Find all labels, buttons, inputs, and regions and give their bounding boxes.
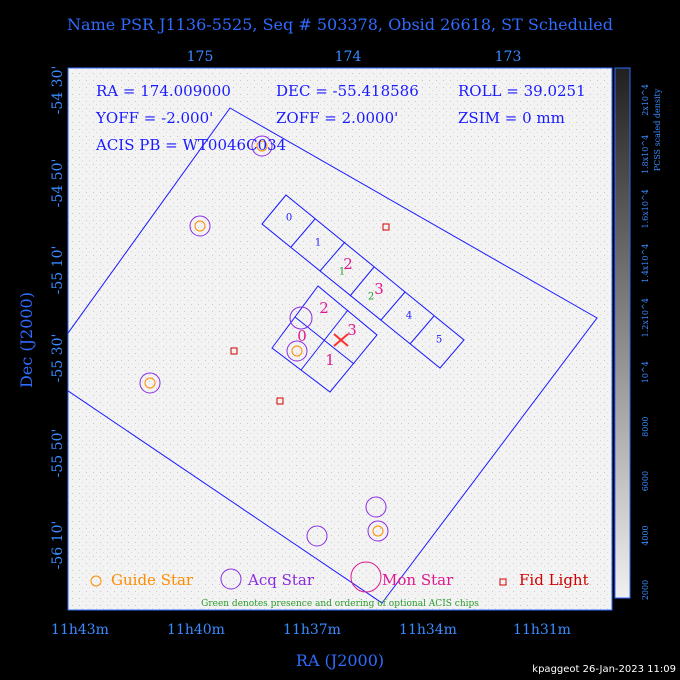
colorbar [614,67,631,599]
x-tick-label: 11h40m [167,622,225,638]
info-zsim: ZSIM = 0 mm [458,109,565,127]
x-top-tick-label: 175 [187,49,214,65]
chip-label: 1 [325,351,335,369]
y-tick-label: -54 50' [50,159,66,208]
legend-icon [350,561,382,593]
colorbar-label: 2000 [641,580,650,600]
chip-label: 5 [436,335,442,346]
optional-chip-label: 2 [368,292,374,303]
colorbar-title: PCSS scaled density [653,88,662,171]
legend-label: Fid Light [519,571,589,589]
x-top-tick-label: 174 [335,49,362,65]
colorbar-label: 1.8x10^4 [641,135,650,174]
legend-icon [499,578,507,586]
optional-chip-label: 1 [339,267,345,278]
chip-label: 3 [347,321,357,339]
chip-label: 3 [374,280,384,298]
colorbar-label: 1.6x10^4 [641,189,650,228]
y-axis-label: Dec (J2000) [17,292,36,388]
title: Name PSR J1136-5525, Seq # 503378, Obsid… [67,15,613,34]
info-acis: ACIS PB = WT0046C034 [95,136,286,154]
legend-label: Acq Star [247,571,315,589]
x-axis-label: RA (J2000) [296,651,384,670]
chip-label: 1 [315,238,321,249]
info-yoff: YOFF = -2.000' [95,109,213,127]
target-cross [333,333,349,347]
chip-divider [319,241,346,272]
chip-label: 2 [319,299,329,317]
chip-label: 4 [406,311,412,322]
legend-icon [90,575,102,587]
colorbar-label: 6000 [641,471,650,491]
info-roll: ROLL = 39.0251 [458,82,586,100]
s-array [261,194,465,369]
x-tick-label: 11h34m [399,622,457,638]
chip-divider [409,315,435,345]
colorbar-label: 1.4x10^4 [641,244,650,283]
colorbar-label: 2x10^4 [641,84,650,116]
chip-divider [349,266,375,297]
legend-label: Guide Star [111,571,194,589]
y-tick-label: -55 30' [50,334,66,383]
y-tick-label: -55 50' [50,429,66,478]
y-tick-label: -54 30' [50,66,66,115]
y-tick-label: -56 10' [50,521,66,570]
legend-note: Green denotes presence and ordering of o… [201,599,479,609]
x-tick-label: 11h31m [513,622,571,638]
x-tick-label: 11h37m [283,622,341,638]
overlays [68,107,598,604]
legend-label: Mon Star [382,571,454,589]
chip-divider [380,291,406,321]
colorbar-label: 10^4 [641,361,650,383]
chip-divider [300,309,349,371]
info-zoff: ZOFF = 2.0000' [276,109,398,127]
info-ra: RA = 174.009000 [96,82,231,100]
x-tick-label: 11h43m [51,622,109,638]
colorbar-label: 4000 [641,525,650,545]
colorbar-label: 1.2x10^4 [641,298,650,337]
footer: kpaggeot 26-Jan-2023 11:09 [532,664,676,675]
legend-icon [220,568,242,590]
chip-label: 0 [297,327,307,345]
chip-label: 0 [286,213,292,224]
chip-divider [290,218,316,248]
x-top-tick-label: 173 [495,49,522,65]
y-tick-label: -55 10' [50,246,66,295]
chip-label: 2 [343,255,353,273]
field-square [68,107,598,604]
info-dec: DEC = -55.418586 [276,82,419,100]
colorbar-label: 8000 [641,416,650,436]
